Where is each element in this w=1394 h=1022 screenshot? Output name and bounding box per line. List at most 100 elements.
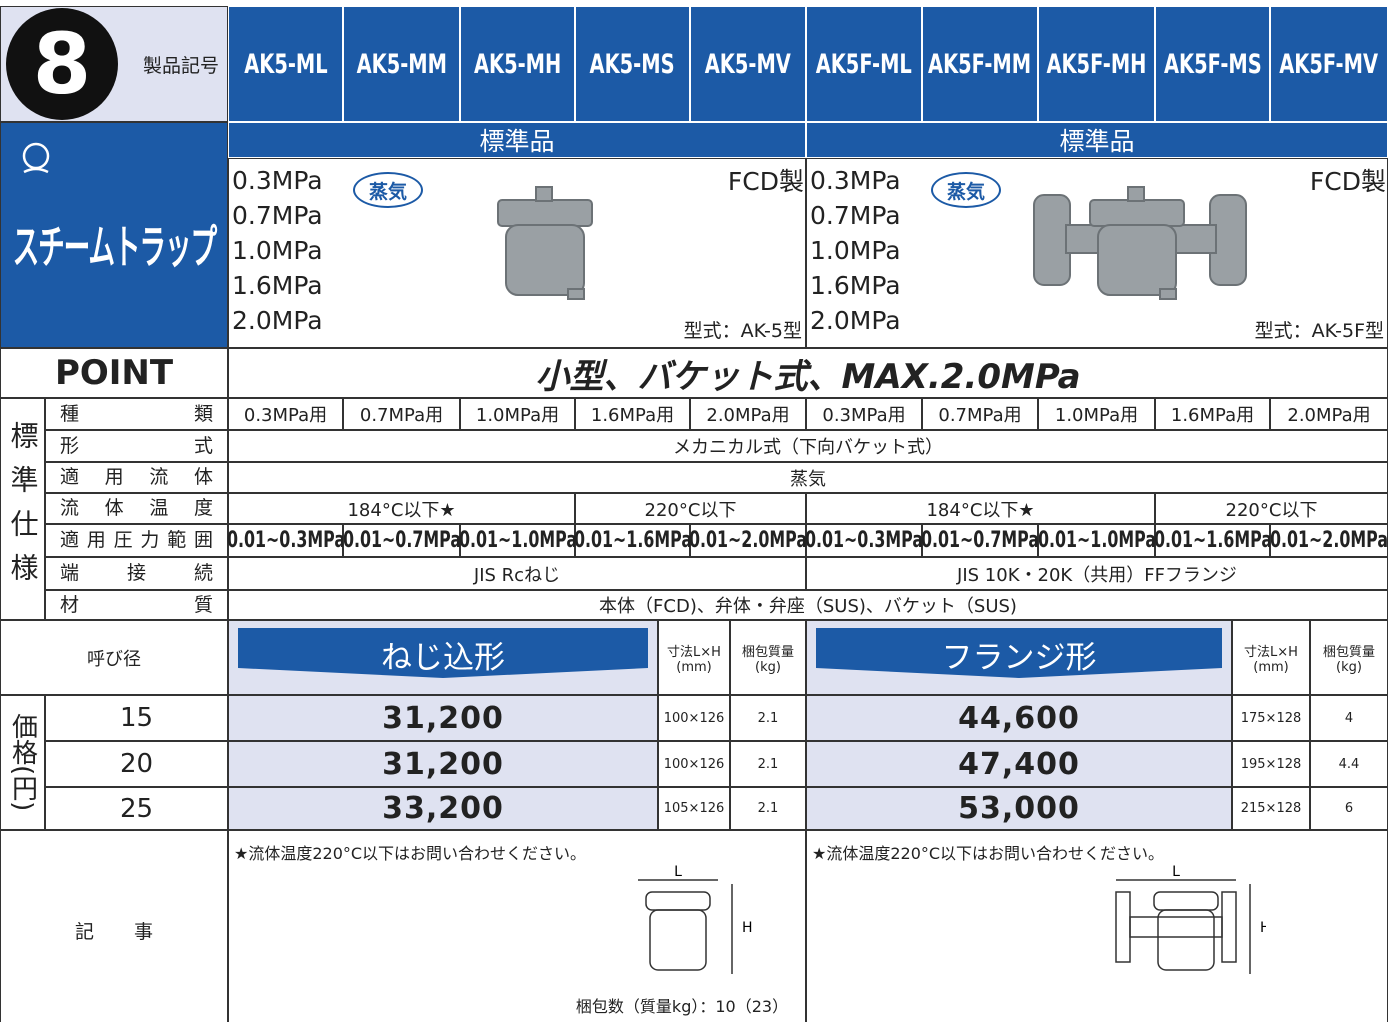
spec-value-text: 0.01~0.7MPa — [920, 528, 1040, 553]
mass: 4.4 — [1310, 741, 1388, 787]
spec-value: 0.01~0.3MPa — [804, 524, 924, 557]
header-label-cell-text: 製品記号 — [142, 54, 219, 77]
number-badge: 8 — [6, 8, 118, 120]
spec-value: 184°C以下★ — [228, 493, 575, 524]
price: 33,200 — [228, 787, 658, 830]
spec-value-text: 0.01~1.6MPa — [1153, 528, 1272, 553]
point-label-text: POINT — [54, 353, 174, 393]
product-code-text: AK5F-MS — [1163, 48, 1262, 80]
product-code: AK5F-ML — [806, 6, 922, 122]
spec-value-text: 0.01~0.3MPa — [226, 528, 345, 553]
spec-value-text: 0.01~2.0MPa — [1269, 528, 1389, 553]
size-header-text: 呼び径 — [87, 648, 141, 670]
dimension-text: 105×126 — [663, 801, 725, 816]
spec-value: 0.01~0.7MPa — [920, 524, 1040, 557]
spec-value-text: 2.0MPa用 — [706, 405, 790, 426]
pressure-rating-text: 1.6MPa — [810, 271, 901, 300]
pressure-rating: 1.6MPa — [232, 268, 342, 303]
product-photo — [497, 186, 593, 300]
point-label: POINT — [0, 348, 228, 398]
mass-text: 2.1 — [757, 710, 779, 726]
spec-value: 0.01~1.6MPa — [573, 524, 692, 557]
mass: 2.1 — [730, 787, 806, 830]
size: 20 — [45, 741, 228, 787]
dim-h: H — [1260, 920, 1266, 936]
pressure-rating: 1.0MPa — [810, 233, 920, 268]
category-cell-text: スチームトラップ — [12, 220, 217, 274]
spec-value-text: 0.01~0.3MPa — [804, 528, 924, 553]
dimension-drawing: LH — [638, 864, 753, 974]
note-text: ★流体温度220°C以下はお問い合わせください。 — [812, 844, 1165, 863]
size-text: 25 — [119, 793, 154, 824]
spec-value-text: 1.6MPa用 — [1170, 405, 1255, 426]
pressure-rating: 0.7MPa — [810, 198, 920, 233]
notes-cell — [806, 830, 1388, 1022]
header-text: 寸法L×H — [1244, 644, 1298, 660]
spec-label: 形式 — [45, 430, 228, 462]
spec-label: 適用流体 — [45, 462, 228, 493]
size-header: 呼び径 — [0, 620, 228, 695]
spec-value: 0.01~0.3MPa — [226, 524, 345, 557]
point-text: 小型、バケット式、MAX.2.0MPa — [228, 348, 1388, 398]
spec-section: 標準仕様 — [0, 398, 45, 620]
product-code-text: AK5-ML — [243, 48, 328, 80]
spec-label-text: 端接続 — [60, 562, 213, 584]
spec-value: 1.6MPa用 — [575, 398, 690, 430]
pressure-rating-text: 0.7MPa — [810, 201, 901, 230]
product-code-text: AK5-MH — [473, 48, 562, 80]
medium-badge: 蒸気 — [353, 172, 423, 208]
header-text: (mm) — [1253, 659, 1289, 675]
product-code-text: AK5F-ML — [815, 48, 913, 80]
material-text: FCD製 — [727, 167, 804, 196]
dimension-text: 195×128 — [1240, 756, 1302, 772]
price-text: 31,200 — [382, 746, 504, 782]
note-text: ★流体温度220°C以下はお問い合わせください。 — [234, 844, 587, 863]
mass-text: 4 — [1344, 710, 1354, 726]
product-code-text: AK5F-MV — [1279, 48, 1379, 80]
spec-label-text: 形式 — [60, 435, 213, 457]
price: 44,600 — [806, 695, 1232, 741]
spec-value-text: 184°C以下★ — [926, 499, 1035, 521]
product-code: AK5F-MH — [1038, 6, 1155, 122]
header-text: (kg) — [755, 659, 781, 675]
price: 31,200 — [228, 695, 658, 741]
spec-section-text: 標準仕様 — [6, 421, 40, 597]
dimension-text: 175×128 — [1240, 710, 1302, 726]
spec-value-text: 220°C以下 — [1225, 499, 1318, 521]
pressure-rating-text: 0.3MPa — [810, 166, 901, 195]
dim-l: L — [1172, 864, 1180, 880]
price-text: 44,600 — [958, 700, 1080, 736]
spec-value-text: 0.7MPa用 — [359, 405, 444, 426]
product-code-text: AK5F-MH — [1046, 48, 1147, 80]
spec-value-text: 0.7MPa用 — [938, 405, 1022, 426]
material-text: FCD製 — [1309, 167, 1386, 196]
spec-label-text: 適用流体 — [60, 466, 213, 488]
header-text: 梱包質量 — [741, 644, 794, 660]
product-code: AK5F-MM — [922, 6, 1038, 122]
spec-value: メカニカル式（下向バケット式） — [228, 430, 1388, 462]
size-text: 20 — [119, 749, 154, 779]
spec-value-text: 0.01~1.0MPa — [458, 528, 577, 553]
group-title-text: フランジ形 — [941, 640, 1097, 676]
notes-cell — [228, 830, 806, 1022]
spec-value-text: 220°C以下 — [644, 499, 737, 521]
pressure-rating-text: 0.3MPa — [232, 166, 323, 195]
price-text: 53,000 — [958, 791, 1080, 826]
header-text: (kg) — [1336, 659, 1362, 675]
medium-badge: 蒸気 — [931, 172, 1001, 208]
model-label: 型式：AK-5F型 — [1178, 312, 1384, 346]
spec-value: 0.3MPa用 — [228, 398, 343, 430]
spec-value: JIS Rcねじ — [228, 557, 806, 590]
spec-value: 1.6MPa用 — [1155, 398, 1270, 430]
dimension-drawing: LH — [1115, 864, 1266, 974]
pressure-rating-text: 2.0MPa — [810, 306, 901, 335]
pressure-rating: 2.0MPa — [810, 303, 920, 338]
spec-label: 端接続 — [45, 557, 228, 590]
pressure-rating-text: 1.0MPa — [232, 236, 323, 265]
spec-value: 2.0MPa用 — [690, 398, 806, 430]
pressure-rating-text: 0.7MPa — [232, 201, 323, 230]
spec-value: 0.7MPa用 — [343, 398, 460, 430]
spec-label-text: 適用圧力範囲 — [60, 529, 213, 551]
model-label-text: 型式：AK-5型 — [683, 319, 802, 342]
mass-text: 2.1 — [757, 756, 779, 772]
